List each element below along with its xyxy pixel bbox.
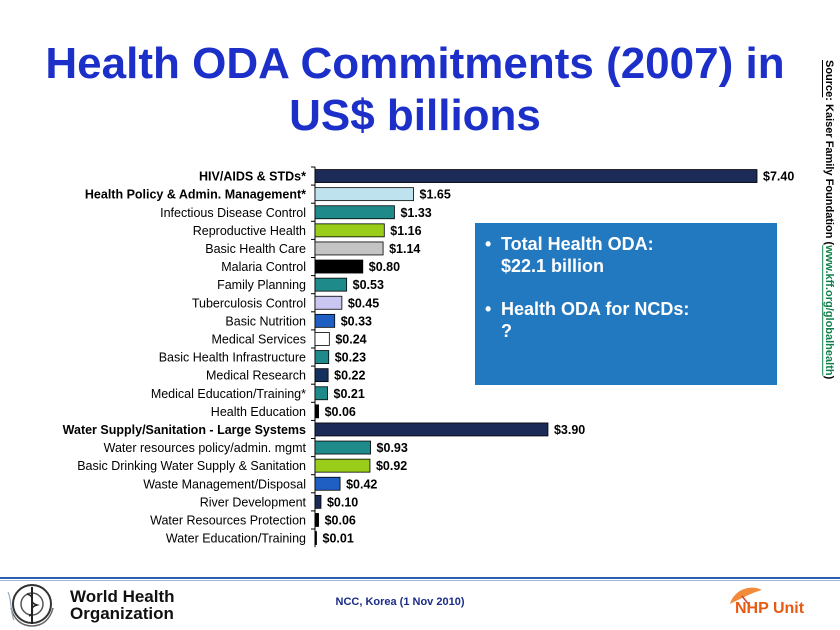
bar	[314, 277, 348, 292]
bar	[314, 223, 385, 238]
summary-callout: Total Health ODA: $22.1 billion Health O…	[475, 223, 777, 385]
bar	[314, 332, 330, 346]
bar-value-label: $1.33	[400, 206, 431, 220]
title-line-2: US$ billions	[289, 91, 541, 140]
bar-value-label: $7.40	[763, 170, 794, 184]
bar	[314, 313, 336, 328]
who-line-1: World Health	[70, 587, 175, 606]
category-label: Infectious Disease Control	[160, 206, 306, 220]
category-label: Tuberculosis Control	[192, 296, 306, 310]
category-label: River Development	[200, 495, 307, 509]
source-close: )	[823, 375, 835, 380]
source-link[interactable]: www.kff.org/globalhealth	[823, 245, 835, 376]
category-label: Family Planning	[217, 278, 306, 292]
bar	[314, 259, 364, 274]
category-label: Health Policy & Admin. Management*	[85, 188, 306, 202]
category-label: Basic Nutrition	[225, 314, 306, 328]
category-label: Water Resources Protection	[150, 513, 306, 527]
bar	[314, 513, 319, 527]
category-label: Water Education/Training	[166, 532, 306, 546]
who-wordmark: World Health Organization	[70, 588, 175, 622]
callout-ncd-value: ?	[501, 321, 512, 341]
source-text: : Kaiser Family Foundation (	[823, 97, 835, 246]
footer-divider	[0, 577, 840, 579]
bar	[314, 458, 371, 473]
who-emblem-icon	[7, 584, 54, 627]
bar-value-label: $0.06	[325, 405, 356, 419]
category-label: Waste Management/Disposal	[143, 477, 306, 491]
category-label: Medical Education/Training*	[151, 387, 306, 401]
bar-value-label: $0.10	[327, 495, 358, 509]
bar	[314, 241, 384, 256]
bar	[314, 494, 322, 509]
slide-title: Health ODA Commitments (2007) in US$ bil…	[10, 38, 820, 142]
footer-event: NCC, Korea (1 Nov 2010)	[335, 596, 465, 608]
bar-value-label: $0.23	[335, 351, 366, 365]
umbrella-icon	[730, 587, 762, 607]
bar	[314, 386, 328, 401]
bar	[314, 205, 395, 220]
callout-bullet-ncd: Health ODA for NCDs: ?	[483, 298, 765, 342]
category-label: HIV/AIDS & STDs*	[199, 170, 306, 184]
bar-value-label: $0.45	[348, 296, 379, 310]
bar-value-label: $0.21	[334, 387, 365, 401]
callout-total-value: $22.1 billion	[501, 256, 605, 276]
nhp-unit-label: NHP Unit	[735, 600, 805, 617]
bar-value-label: $0.01	[323, 532, 354, 546]
bar-value-label: $1.14	[389, 242, 420, 256]
category-label: Water resources policy/admin. mgmt	[104, 441, 307, 455]
category-label: Water Supply/Sanitation - Large Systems	[63, 423, 306, 437]
category-label: Basic Health Infrastructure	[159, 351, 306, 365]
bar-value-label: $0.22	[334, 369, 365, 383]
who-line-2: Organization	[70, 604, 174, 623]
category-label: Malaria Control	[221, 260, 306, 274]
bar-value-label: $0.93	[377, 441, 408, 455]
source-label: Source	[823, 60, 835, 98]
category-label: Health Education	[211, 405, 306, 419]
title-line-1: Health ODA Commitments (2007) in	[45, 39, 785, 88]
bar-value-label: $1.65	[420, 188, 451, 202]
bar-value-label: $0.06	[325, 513, 356, 527]
bar-value-label: $0.42	[346, 477, 377, 491]
bar	[314, 368, 329, 383]
callout-bullet-total: Total Health ODA: $22.1 billion	[483, 233, 765, 277]
callout-total-label: Total Health ODA:	[501, 234, 654, 254]
bar	[314, 531, 317, 545]
bar-value-label: $0.92	[376, 459, 407, 473]
bar	[314, 476, 341, 491]
bar-chart: HIV/AIDS & STDs* $7.40 Health Policy & Adm…	[63, 166, 794, 548]
bar	[314, 440, 371, 455]
bar-value-label: $0.53	[353, 278, 384, 292]
category-label: Reproductive Health	[193, 224, 306, 238]
bar-value-label: $3.90	[554, 423, 585, 437]
bar-value-label: $0.24	[335, 332, 366, 346]
bar	[314, 295, 343, 310]
category-label: Medical Research	[206, 369, 306, 383]
bar	[314, 187, 414, 202]
footer-divider-thin	[0, 580, 840, 581]
source-note: Source: Kaiser Family Foundation (www.kf…	[823, 60, 835, 379]
bar	[314, 350, 330, 364]
category-label: Basic Health Care	[205, 242, 306, 256]
bar-value-label: $1.16	[390, 224, 421, 238]
callout-ncd-label: Health ODA for NCDs:	[501, 299, 690, 319]
bar	[314, 404, 319, 419]
bar-value-label: $0.33	[341, 314, 372, 328]
bar	[314, 169, 758, 183]
bar-value-label: $0.80	[369, 260, 400, 274]
category-label: Medical Services	[212, 332, 306, 346]
category-label: Basic Drinking Water Supply & Sanitation	[77, 459, 306, 473]
bar	[314, 422, 549, 437]
